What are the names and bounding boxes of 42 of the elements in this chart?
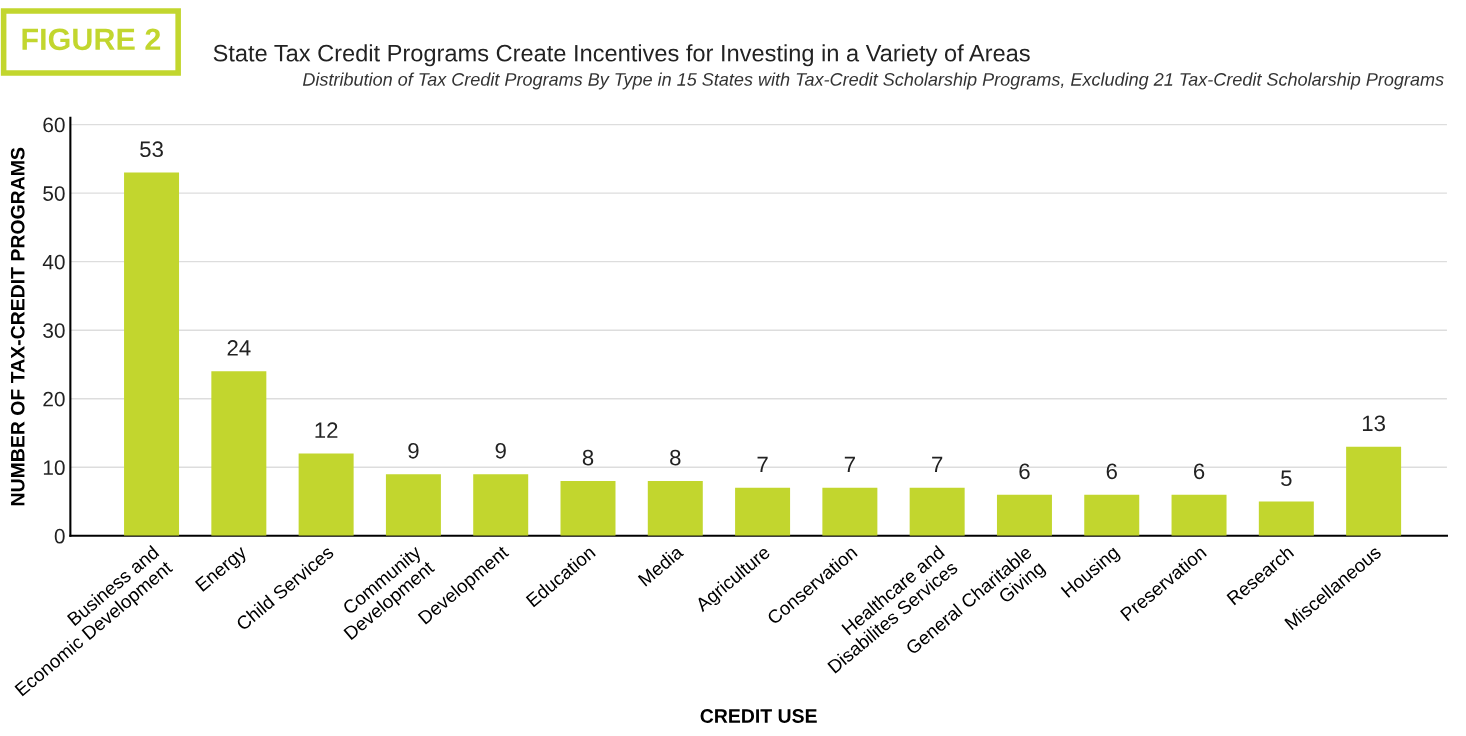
chart-subtitle: Distribution of Tax Credit Programs By Type in 15 States with Tax-Credit Scholarship Programs, Excluding 21 Tax-Credit Scholarship Programs (302, 72, 1444, 90)
bar (385, 474, 441, 536)
bar (1258, 501, 1314, 536)
data-label: 13 (1362, 415, 1385, 432)
y-tick-label: 10 (43, 460, 65, 476)
bar (473, 474, 529, 536)
data-label: 8 (582, 449, 594, 466)
y-tick-label: 50 (43, 186, 65, 201)
data-label: 6 (1106, 463, 1117, 480)
bar (909, 487, 965, 536)
y-tick-label: 30 (43, 323, 65, 338)
y-tick-label: 20 (43, 391, 65, 407)
data-label: 9 (408, 442, 419, 459)
y-tick-label: 40 (42, 254, 65, 270)
chart-title: State Tax Credit Programs Create Incentives for Investing in a Variety of Areas (213, 44, 1030, 67)
data-label: 7 (932, 456, 943, 473)
y-tick-label: 0 (54, 528, 65, 544)
bar (124, 172, 180, 536)
data-label: 12 (315, 422, 338, 438)
bar (298, 453, 354, 536)
caption: FIGURE 2 (22, 28, 161, 51)
data-label: 8 (670, 449, 681, 466)
bar (822, 487, 878, 536)
bar (211, 371, 267, 536)
bar (560, 480, 616, 536)
bar (1346, 446, 1402, 536)
bar (996, 494, 1052, 536)
bar (647, 480, 703, 536)
data-label: 6 (1193, 463, 1205, 480)
bar (735, 487, 791, 536)
bar (1084, 494, 1140, 536)
data-label: 53 (140, 141, 163, 158)
bar (1171, 494, 1227, 536)
data-label: 7 (757, 456, 768, 473)
x-axis-title: CREDIT USE (700, 709, 817, 723)
data-label: 7 (844, 456, 855, 473)
y-axis-title: NUMBER OF TAX-CREDIT PROGRAMS (10, 147, 25, 506)
data-label: 9 (495, 442, 506, 459)
data-label: 6 (1019, 463, 1030, 480)
data-label: 5 (1281, 470, 1292, 487)
data-label: 24 (227, 340, 251, 356)
y-tick-label: 60 (43, 117, 65, 133)
